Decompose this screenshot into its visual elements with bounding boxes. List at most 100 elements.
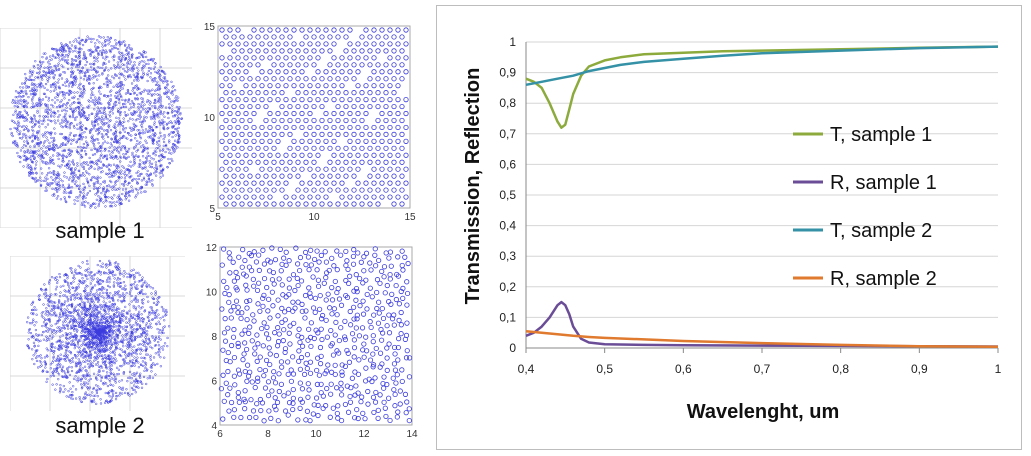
particle-dot — [144, 349, 148, 353]
particle-dot — [143, 131, 147, 134]
particle-dot — [67, 46, 70, 49]
particle-dot — [97, 168, 100, 171]
particle-dot — [66, 327, 70, 330]
particle-dot — [121, 105, 124, 108]
particle-dot — [58, 104, 61, 107]
particle-dot — [399, 34, 405, 40]
particle-dot — [71, 323, 75, 326]
particle-dot — [133, 123, 136, 127]
particle-dot — [122, 128, 125, 131]
particle-dot — [95, 181, 98, 184]
particle-dot — [154, 83, 158, 87]
particle-dot — [122, 166, 126, 169]
particle-dot — [143, 146, 146, 149]
particle-dot — [53, 301, 57, 304]
particle-dot — [146, 147, 149, 151]
particle-dot — [22, 124, 25, 128]
particle-dot — [45, 294, 49, 297]
particle-dot — [94, 147, 97, 151]
particle-dot — [105, 76, 108, 80]
particle-dot — [57, 53, 60, 56]
particle-dot — [149, 58, 153, 62]
particle-dot — [53, 115, 56, 118]
particle-dot — [117, 55, 120, 59]
particle-dot — [118, 121, 121, 124]
particle-dot — [133, 384, 136, 387]
particle-dot — [347, 41, 353, 47]
particle-dot — [168, 97, 171, 101]
particle-dot — [172, 151, 175, 154]
particle-dot — [76, 303, 80, 307]
particle-dot — [227, 41, 233, 47]
particle-dot — [137, 108, 140, 111]
particle-dot — [347, 27, 353, 33]
particle-dot — [57, 378, 60, 381]
particle-dot — [33, 137, 37, 141]
particle-dot — [319, 34, 325, 40]
particle-dot — [145, 141, 148, 145]
particle-dot — [71, 394, 74, 397]
particle-dot — [143, 64, 146, 68]
particle-dot — [49, 158, 52, 162]
particle-dot — [163, 135, 166, 138]
particle-dot — [144, 190, 147, 193]
particle-dot — [76, 340, 80, 344]
particle-dot — [92, 56, 96, 60]
particle-dot — [84, 291, 87, 294]
particle-dot — [71, 50, 74, 53]
particle-dot — [130, 326, 133, 329]
particle-dot — [99, 199, 102, 203]
particle-dot — [137, 366, 141, 369]
particle-dot — [30, 83, 34, 86]
particle-dot — [160, 164, 163, 168]
particle-dot — [50, 176, 53, 179]
particle-dot — [174, 134, 177, 137]
particle-dot — [33, 144, 36, 147]
particle-dot — [129, 102, 132, 106]
particle-dot — [127, 155, 130, 159]
particle-dot — [20, 102, 23, 105]
particle-dot — [84, 343, 87, 347]
particle-dot — [94, 335, 98, 338]
particle-dot — [96, 363, 99, 366]
particle-dot — [80, 331, 83, 334]
particle-dot — [158, 328, 162, 332]
particle-dot — [140, 126, 144, 129]
particle-dot — [303, 34, 309, 40]
particle-dot — [157, 76, 161, 79]
particle-dot — [29, 159, 33, 162]
particle-dot — [86, 163, 89, 167]
particle-dot — [106, 339, 109, 343]
particle-dot — [170, 80, 173, 84]
particle-dot — [84, 369, 87, 372]
particle-dot — [115, 340, 119, 343]
particle-dot — [60, 142, 63, 146]
particle-dot — [124, 105, 128, 109]
particle-dot — [81, 165, 84, 168]
particle-dot — [90, 270, 93, 274]
particle-dot — [106, 36, 109, 39]
particle-dot — [86, 310, 89, 313]
particle-dot — [31, 133, 35, 136]
particle-dot — [66, 275, 69, 278]
particle-dot — [116, 188, 119, 191]
particle-dot — [51, 332, 54, 335]
particle-dot — [161, 174, 165, 177]
particle-dot — [148, 180, 152, 183]
particle-dot — [34, 356, 38, 360]
particle-dot — [139, 307, 142, 310]
particle-dot — [89, 330, 93, 333]
particle-dot — [20, 137, 23, 140]
particle-dot — [78, 102, 81, 105]
particle-dot — [108, 275, 111, 279]
particle-dot — [126, 62, 129, 65]
particle-dot — [130, 69, 133, 72]
particle-dot — [133, 280, 137, 283]
particle-dot — [125, 168, 128, 171]
particle-dot — [151, 110, 155, 114]
particle-dot — [63, 308, 66, 311]
particle-dot — [100, 53, 104, 57]
particle-dot — [101, 358, 104, 361]
particle-dot — [124, 174, 127, 177]
particle-dot — [39, 65, 42, 68]
